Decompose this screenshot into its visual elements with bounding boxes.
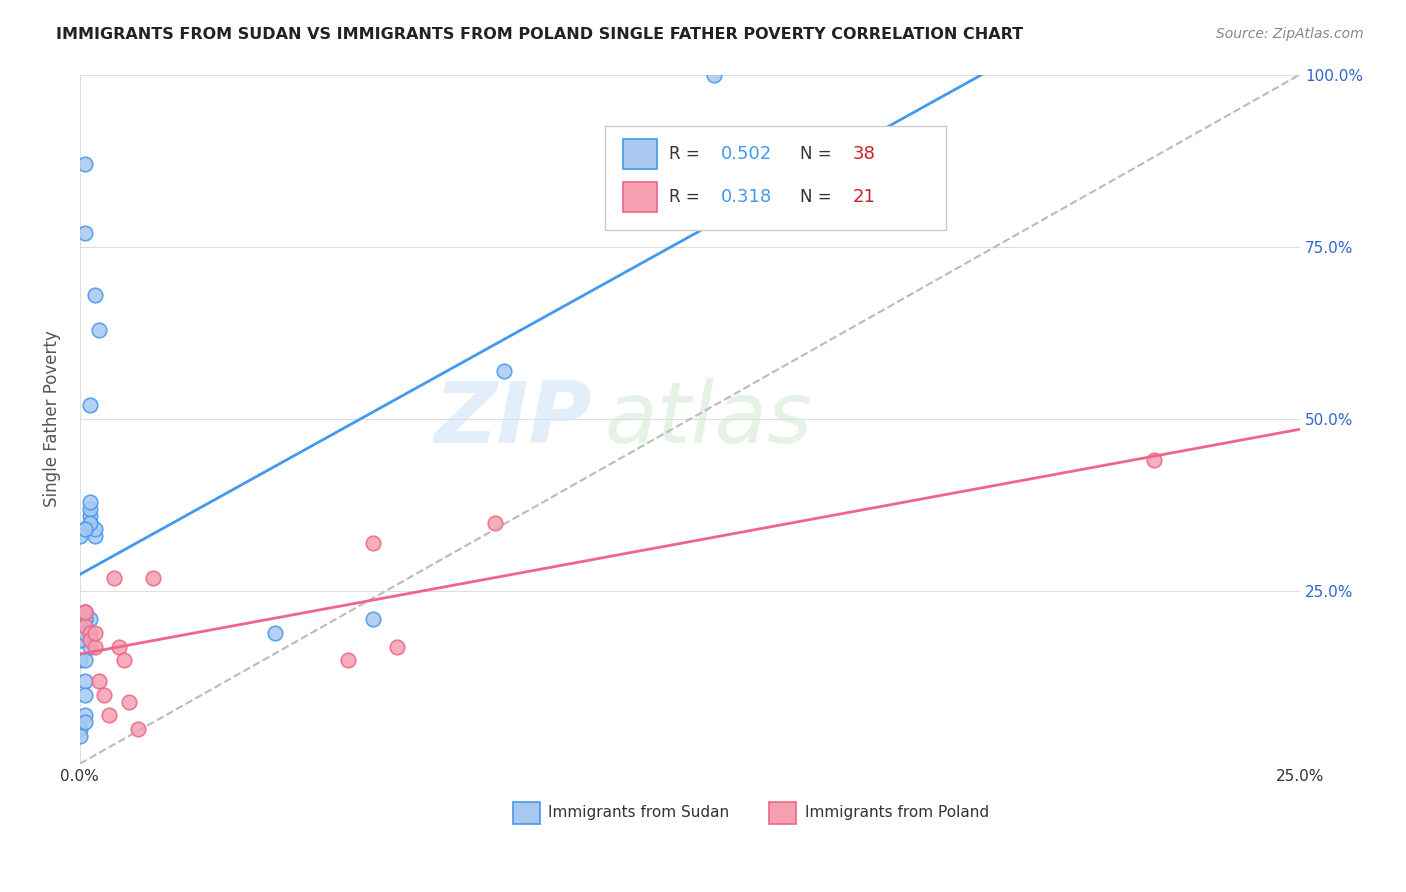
Point bbox=[385, 640, 408, 654]
Point bbox=[79, 640, 101, 654]
FancyBboxPatch shape bbox=[605, 126, 946, 229]
Point bbox=[361, 536, 384, 550]
Point bbox=[73, 612, 96, 626]
FancyBboxPatch shape bbox=[769, 802, 796, 823]
Point bbox=[93, 688, 115, 702]
FancyBboxPatch shape bbox=[623, 138, 657, 169]
Point bbox=[703, 68, 725, 82]
Point bbox=[484, 516, 506, 530]
Point bbox=[73, 226, 96, 240]
Text: Immigrants from Poland: Immigrants from Poland bbox=[804, 805, 988, 820]
Point bbox=[69, 529, 91, 543]
Point bbox=[73, 522, 96, 536]
Point bbox=[69, 729, 91, 743]
Point bbox=[69, 632, 91, 647]
Point bbox=[73, 653, 96, 667]
Point bbox=[73, 619, 96, 633]
Point bbox=[73, 605, 96, 619]
Text: 0.318: 0.318 bbox=[720, 188, 772, 206]
Point bbox=[108, 640, 131, 654]
Point bbox=[337, 653, 360, 667]
Point bbox=[127, 723, 149, 737]
Point bbox=[73, 157, 96, 171]
Point bbox=[73, 688, 96, 702]
Text: N =: N = bbox=[800, 145, 831, 162]
Point bbox=[89, 673, 111, 688]
Point bbox=[73, 673, 96, 688]
Point bbox=[69, 625, 91, 640]
Point bbox=[83, 529, 105, 543]
Point bbox=[83, 625, 105, 640]
Point bbox=[112, 653, 135, 667]
Point bbox=[69, 723, 91, 737]
Point bbox=[79, 625, 101, 640]
Point bbox=[494, 364, 516, 378]
FancyBboxPatch shape bbox=[513, 802, 540, 823]
Point bbox=[83, 288, 105, 302]
Point bbox=[89, 322, 111, 336]
Point bbox=[73, 605, 96, 619]
Y-axis label: Single Father Poverty: Single Father Poverty bbox=[44, 331, 60, 508]
Point bbox=[79, 612, 101, 626]
Point bbox=[73, 612, 96, 626]
Text: ZIP: ZIP bbox=[434, 377, 592, 460]
Text: R =: R = bbox=[669, 145, 700, 162]
Text: Source: ZipAtlas.com: Source: ZipAtlas.com bbox=[1216, 27, 1364, 41]
FancyBboxPatch shape bbox=[623, 182, 657, 212]
Text: IMMIGRANTS FROM SUDAN VS IMMIGRANTS FROM POLAND SINGLE FATHER POVERTY CORRELATIO: IMMIGRANTS FROM SUDAN VS IMMIGRANTS FROM… bbox=[56, 27, 1024, 42]
Point bbox=[79, 516, 101, 530]
Point bbox=[73, 708, 96, 723]
Point bbox=[79, 495, 101, 509]
Point bbox=[79, 398, 101, 412]
Point bbox=[103, 571, 125, 585]
Point bbox=[361, 612, 384, 626]
Text: 0.502: 0.502 bbox=[720, 145, 772, 162]
Point bbox=[79, 632, 101, 647]
Point bbox=[83, 522, 105, 536]
Point bbox=[73, 522, 96, 536]
Point bbox=[79, 516, 101, 530]
Point bbox=[142, 571, 165, 585]
Point bbox=[98, 708, 121, 723]
Point bbox=[69, 619, 91, 633]
Text: R =: R = bbox=[669, 188, 700, 206]
Point bbox=[118, 695, 141, 709]
Text: 21: 21 bbox=[852, 188, 875, 206]
Point bbox=[83, 640, 105, 654]
Point bbox=[73, 715, 96, 730]
Text: atlas: atlas bbox=[605, 377, 813, 460]
Point bbox=[69, 653, 91, 667]
Point bbox=[264, 625, 287, 640]
Text: Immigrants from Sudan: Immigrants from Sudan bbox=[548, 805, 730, 820]
Point bbox=[73, 605, 96, 619]
Point bbox=[69, 632, 91, 647]
Point bbox=[73, 605, 96, 619]
Point bbox=[1142, 453, 1164, 467]
Text: N =: N = bbox=[800, 188, 831, 206]
Point bbox=[79, 501, 101, 516]
Point bbox=[79, 508, 101, 523]
Text: 38: 38 bbox=[852, 145, 875, 162]
Point bbox=[73, 625, 96, 640]
